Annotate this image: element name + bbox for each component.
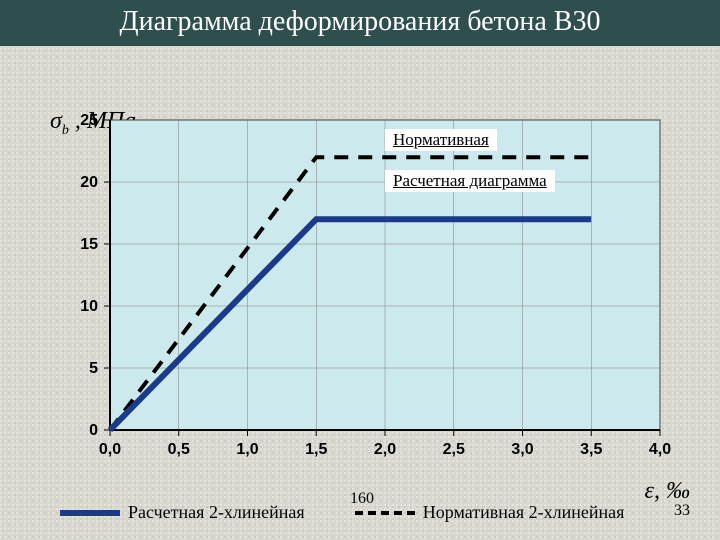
svg-text:1,5: 1,5 (305, 441, 327, 458)
svg-text:3,5: 3,5 (580, 441, 602, 458)
svg-text:25: 25 (80, 112, 98, 129)
chart-container: 0,0 0,5 1,0 1,5 2,0 2,5 3,0 3,5 4,0 0 5 10 15 20 25 Но… (40, 100, 680, 475)
x-axis-label: ε, ‰ (645, 478, 690, 505)
svg-text:10: 10 (80, 298, 98, 315)
svg-text:15: 15 (80, 236, 98, 253)
svg-text:0,5: 0,5 (168, 441, 190, 458)
slide-title-bar: Диаграмма деформирования бетона В30 (0, 0, 720, 46)
chart-svg: 0,0 0,5 1,0 1,5 2,0 2,5 3,0 3,5 4,0 0 5 10 15 20 25 (40, 100, 680, 470)
legend-swatch-solid (60, 510, 120, 516)
legend-item: Нормативная 2-хлинейная (355, 502, 625, 523)
svg-text:1,0: 1,0 (236, 441, 258, 458)
legend-label: Расчетная 2-хлинейная (128, 502, 305, 523)
svg-text:3,0: 3,0 (511, 441, 533, 458)
legend: Расчетная 2-хлинейная Нормативная 2-хлин… (60, 502, 624, 523)
svg-text:2,0: 2,0 (374, 441, 396, 458)
footer-small-number: 160 (350, 490, 374, 508)
legend-label: Нормативная 2-хлинейная (423, 502, 625, 523)
svg-text:4,0: 4,0 (649, 441, 671, 458)
slide-title: Диаграмма деформирования бетона В30 (120, 6, 601, 37)
page-number: 33 (674, 502, 690, 520)
svg-text:0,0: 0,0 (99, 441, 121, 458)
svg-text:2,5: 2,5 (443, 441, 465, 458)
legend-item: Расчетная 2-хлинейная (60, 502, 305, 523)
chart-annotation: Нормативная (385, 129, 497, 151)
svg-text:20: 20 (80, 174, 98, 191)
chart-annotation: Расчетная диаграмма (385, 170, 555, 192)
svg-text:5: 5 (89, 360, 98, 377)
legend-swatch-dash (355, 511, 415, 515)
svg-text:0: 0 (89, 422, 98, 439)
